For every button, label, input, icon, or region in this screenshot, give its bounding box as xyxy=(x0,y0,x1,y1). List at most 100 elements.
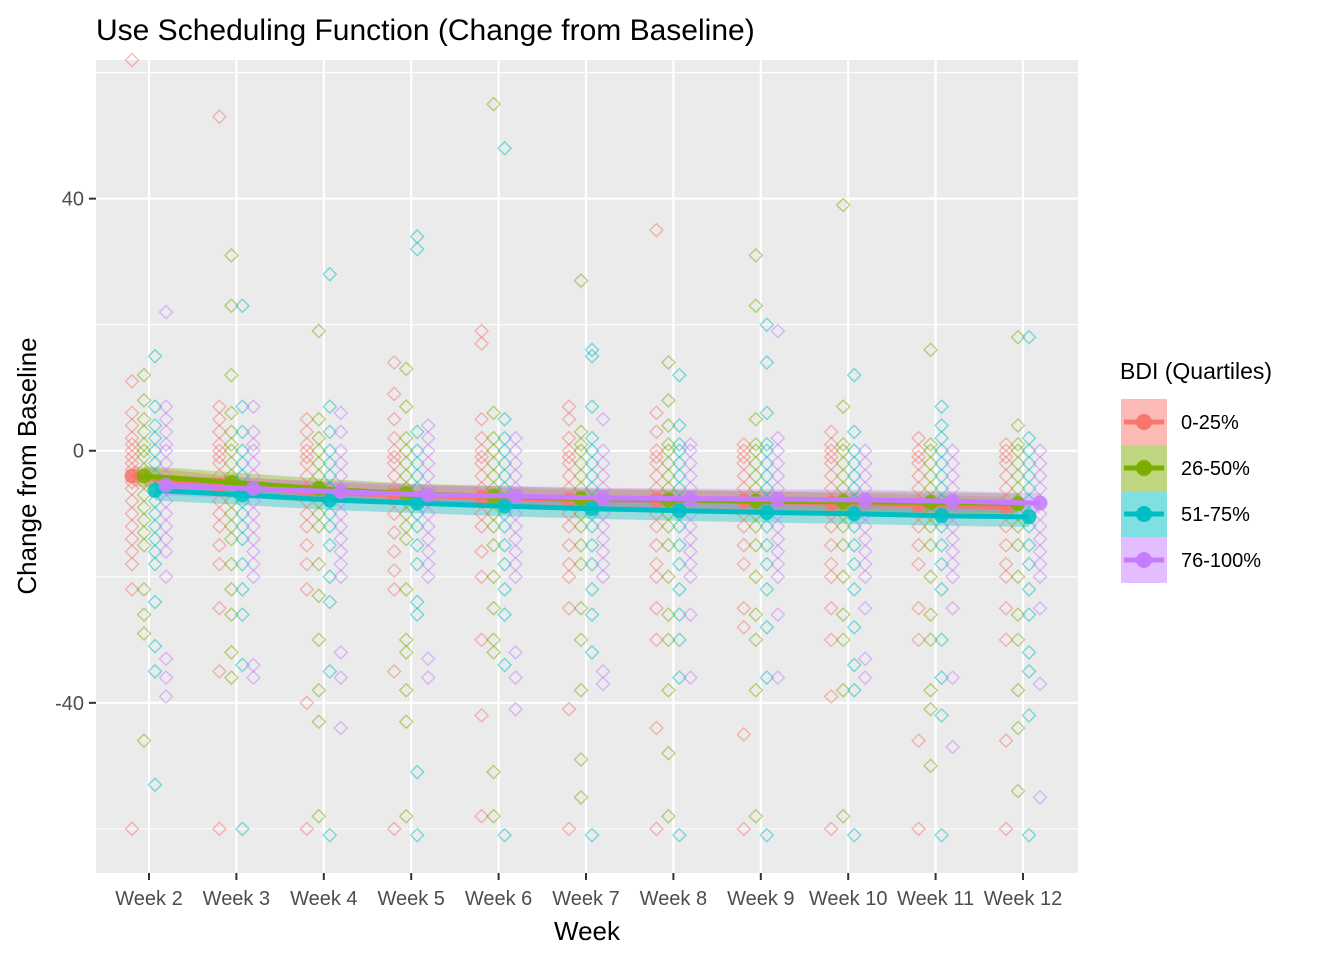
data-point xyxy=(770,569,786,585)
data-point xyxy=(223,670,239,686)
data-point xyxy=(311,682,327,698)
data-point xyxy=(299,537,315,553)
data-point xyxy=(998,518,1014,534)
data-point xyxy=(660,632,676,648)
data-point xyxy=(386,544,402,560)
data-point xyxy=(1010,436,1026,452)
data-point xyxy=(911,632,927,648)
data-point xyxy=(923,569,939,585)
data-point xyxy=(124,52,140,68)
data-point xyxy=(934,670,950,686)
legend-key-marker xyxy=(1136,414,1152,430)
data-point xyxy=(1021,607,1037,623)
data-point xyxy=(648,537,664,553)
data-point xyxy=(923,537,939,553)
data-point xyxy=(398,682,414,698)
data-point xyxy=(770,607,786,623)
data-point xyxy=(823,689,839,705)
data-point xyxy=(998,821,1014,837)
trend-marker xyxy=(857,492,873,508)
data-point xyxy=(561,411,577,427)
data-point xyxy=(234,657,250,673)
data-point xyxy=(508,569,524,585)
data-point xyxy=(934,707,950,723)
data-point xyxy=(648,569,664,585)
data-point xyxy=(158,544,174,560)
data-point xyxy=(136,733,152,749)
x-axis-title: Week xyxy=(554,916,621,946)
data-point xyxy=(748,518,764,534)
data-point xyxy=(748,298,764,314)
data-point xyxy=(923,682,939,698)
data-point xyxy=(584,581,600,597)
data-point xyxy=(124,556,140,572)
data-point xyxy=(322,518,338,534)
data-point xyxy=(671,367,687,383)
data-point xyxy=(561,701,577,717)
data-point xyxy=(998,733,1014,749)
data-point xyxy=(736,537,752,553)
data-point xyxy=(136,537,152,553)
data-point xyxy=(671,632,687,648)
data-point xyxy=(234,581,250,597)
data-point xyxy=(671,607,687,623)
data-point xyxy=(671,670,687,686)
data-point xyxy=(322,266,338,282)
data-point xyxy=(234,424,250,440)
data-point xyxy=(136,367,152,383)
data-point xyxy=(211,663,227,679)
data-point xyxy=(508,670,524,686)
data-point xyxy=(223,367,239,383)
data-point xyxy=(748,682,764,698)
data-point xyxy=(136,392,152,408)
data-point xyxy=(660,808,676,824)
data-point xyxy=(923,758,939,774)
data-point xyxy=(486,569,502,585)
data-point xyxy=(322,537,338,553)
trend-marker xyxy=(124,468,140,484)
trend-marker xyxy=(409,495,425,511)
data-point xyxy=(759,317,775,333)
data-point xyxy=(573,436,589,452)
data-point xyxy=(736,619,752,635)
data-point xyxy=(386,411,402,427)
data-point xyxy=(486,537,502,553)
data-point xyxy=(945,670,961,686)
data-point xyxy=(846,581,862,597)
data-point xyxy=(409,607,425,623)
data-point xyxy=(223,436,239,452)
data-point xyxy=(124,581,140,597)
data-point xyxy=(660,355,676,371)
data-point xyxy=(299,581,315,597)
data-point xyxy=(748,808,764,824)
chart-title: Use Scheduling Function (Change from Bas… xyxy=(96,14,755,47)
trend-marker xyxy=(759,505,775,521)
data-point xyxy=(311,588,327,604)
data-point xyxy=(846,657,862,673)
data-point xyxy=(322,569,338,585)
data-point xyxy=(759,537,775,553)
data-point xyxy=(573,273,589,289)
data-point xyxy=(584,644,600,660)
trend-marker xyxy=(671,503,687,519)
trend-marker xyxy=(497,498,513,514)
data-point xyxy=(857,651,873,667)
data-point xyxy=(211,449,227,465)
y-axis: -40 0 40 xyxy=(55,189,96,715)
data-point xyxy=(1010,720,1026,736)
data-point xyxy=(311,556,327,572)
data-point xyxy=(748,537,764,553)
data-point xyxy=(945,569,961,585)
data-point xyxy=(736,518,752,534)
data-point xyxy=(923,342,939,358)
data-point xyxy=(945,739,961,755)
data-point xyxy=(648,600,664,616)
data-point xyxy=(736,600,752,616)
legend-key-marker xyxy=(1136,460,1152,476)
data-point xyxy=(322,399,338,415)
data-point xyxy=(420,651,436,667)
data-point xyxy=(1021,663,1037,679)
data-point xyxy=(660,745,676,761)
trend-marker xyxy=(584,501,600,517)
data-point xyxy=(223,644,239,660)
